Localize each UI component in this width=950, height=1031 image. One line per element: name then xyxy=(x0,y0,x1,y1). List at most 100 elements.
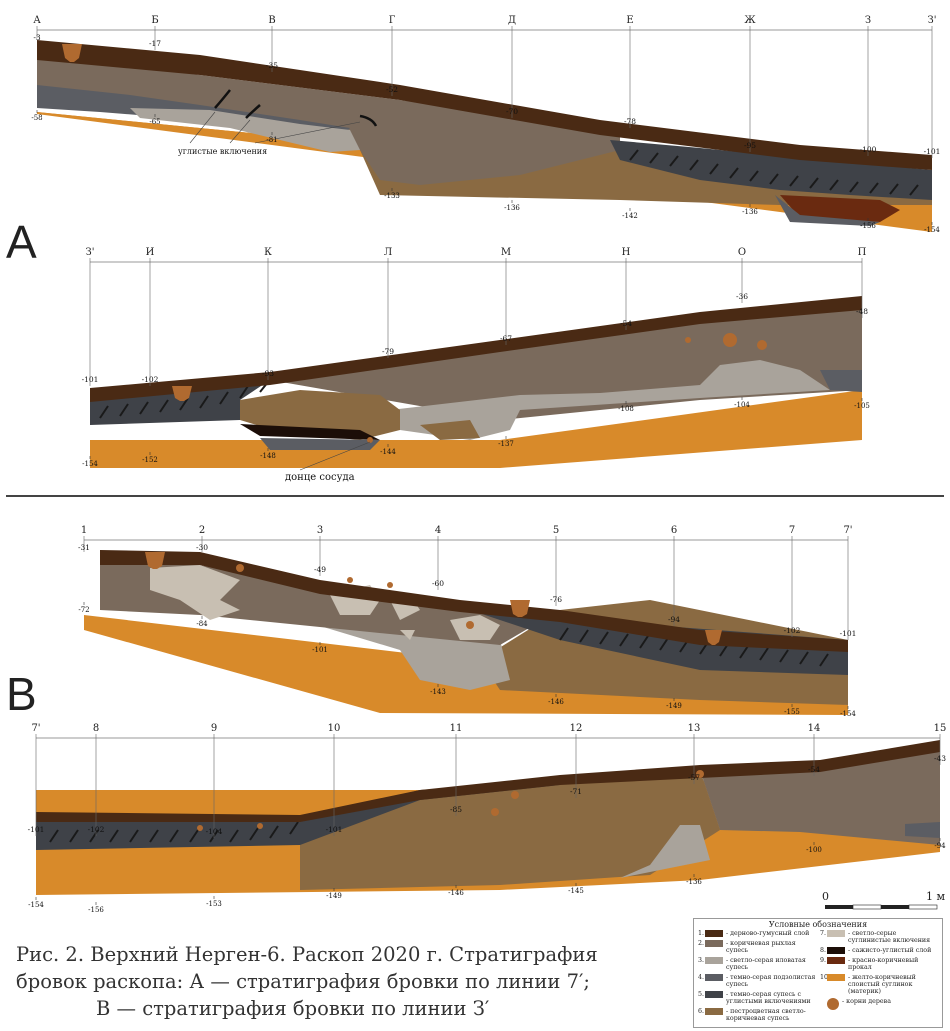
station-label: 6 xyxy=(671,525,677,536)
bottom-depth-label: -136 xyxy=(686,878,702,886)
bottom-depth-label: -137 xyxy=(498,440,514,448)
station-label: П xyxy=(858,247,867,258)
bottom-depth-label: -155 xyxy=(784,708,800,716)
top-depth-label: -30 xyxy=(196,543,208,552)
legend-column-right: 7. - светло-серые суглинистые включения 8.… xyxy=(820,930,938,1025)
top-depth-label: -35 xyxy=(266,61,278,70)
station-label: Г xyxy=(389,15,396,26)
section-b2: 7' -101 -154 8 -102 -156 9 -104 -153 10 -101 -149 11… xyxy=(28,723,947,914)
legend-number: 9. xyxy=(820,957,827,964)
legend-swatch xyxy=(705,991,723,998)
bottom-depth-label: -144 xyxy=(380,448,396,456)
legend-number: 5. xyxy=(698,991,705,998)
bottom-depth-label: -149 xyxy=(666,702,682,710)
station-label: 5 xyxy=(553,525,559,536)
legend-item: 8. - сажисто-углистый слой xyxy=(820,947,938,954)
top-depth-label: -78 xyxy=(624,117,636,126)
bottom-depth-label: -153 xyxy=(206,900,222,908)
top-depth-label: -31 xyxy=(78,543,90,552)
bottom-depth-label: -145 xyxy=(568,887,584,895)
bottom-depth-label: -148 xyxy=(260,452,276,460)
top-depth-label: -102 xyxy=(142,375,159,384)
bottom-depth-label: -154 xyxy=(82,460,98,468)
bottom-depth-label: -154 xyxy=(840,710,856,718)
layer-8-soot xyxy=(240,424,380,440)
legend-number: 4. xyxy=(698,974,705,981)
bottom-depth-label: -152 xyxy=(142,456,158,464)
caption-line-2: бровок раскопа: А — стратиграфия бровки … xyxy=(16,970,591,993)
layer-5-charcoal xyxy=(90,380,270,425)
top-depth-label: -101 xyxy=(82,375,99,384)
bottom-depth-label: -133 xyxy=(384,192,400,200)
bottom-depth-label: -81 xyxy=(266,136,277,144)
bottom-depth-label: -72 xyxy=(78,606,89,614)
top-depth-label: -102 xyxy=(88,825,105,834)
top-depth-label: -3 xyxy=(33,33,41,42)
legend-item: 1. - дерново-гумусный слой xyxy=(698,930,816,937)
legend-number: 10. xyxy=(820,974,831,981)
legend-item: 10. - желто-коричневый слоистый суглинок … xyxy=(820,974,938,995)
legend-label: - коричневая рыхлая супесь xyxy=(726,940,796,954)
top-depth-label: -67 xyxy=(500,334,512,343)
top-depth-label: -76 xyxy=(550,595,562,604)
top-depth-label: -101 xyxy=(326,825,343,834)
legend-label: - желто-коричневый слоистый суглинок (ма… xyxy=(848,974,916,995)
station-label: 10 xyxy=(328,723,341,734)
legend-label: - сажисто-углистый слой xyxy=(848,947,932,954)
legend-label: - красно-коричневый прокал xyxy=(848,957,919,971)
bottom-depth-label: -100 xyxy=(806,846,822,854)
top-depth-label: -60 xyxy=(432,579,444,588)
station-label: 7' xyxy=(843,525,852,536)
bottom-depth-label: -146 xyxy=(448,889,464,897)
legend-item: 9. - красно-коричневый прокал xyxy=(820,957,938,971)
station-label: 12 xyxy=(570,723,583,734)
station-label: Л xyxy=(384,247,392,258)
legend-swatch xyxy=(827,998,839,1010)
top-depth-label: -95 xyxy=(744,141,756,150)
legend-swatch xyxy=(827,974,845,981)
station-label: Д xyxy=(508,15,516,26)
top-depth-label: -54 xyxy=(620,319,632,328)
station-label: 1 xyxy=(81,525,87,536)
section-b1: 1 -31 -72 2 -30 -84 3 -49 -101 4 -60 -143 5 -76 -146 6 -… xyxy=(78,525,856,718)
tree-root-icon xyxy=(145,552,165,569)
layer-1-humus xyxy=(36,740,940,822)
bottom-depth-label: -156 xyxy=(860,222,876,230)
layer-2-brown xyxy=(37,52,620,185)
legend-column-left: 1. - дерново-гумусный слой 2. - коричневая … xyxy=(698,930,816,1025)
station-label: К xyxy=(264,247,272,258)
station-label: 14 xyxy=(808,723,821,734)
station-label: Б xyxy=(151,15,158,26)
layer-1-humus xyxy=(37,40,932,170)
top-depth-label: -102 xyxy=(784,626,801,635)
bottom-depth-label: -143 xyxy=(430,688,446,696)
legend-swatch xyxy=(827,947,845,954)
layer-3-light-gray xyxy=(130,108,360,152)
top-depth-label: -93 xyxy=(262,369,274,378)
station-label: М xyxy=(501,247,511,258)
station-label: Е xyxy=(626,15,633,26)
legend-label: - пестроцветная светло-коричневая супесь xyxy=(726,1008,806,1022)
figure-caption: Рис. 2. Верхний Нерген-6. Раскоп 2020 г.… xyxy=(16,941,676,1022)
legend-item: 5. - темно-серая супесь с углистыми включ… xyxy=(698,991,816,1005)
layer-1-humus xyxy=(90,296,862,402)
caption-line-1: Рис. 2. Верхний Нерген-6. Раскоп 2020 г.… xyxy=(16,943,598,966)
legend-swatch xyxy=(705,957,723,964)
layer-4-dark-gray xyxy=(820,370,862,392)
scale-end: 1 м xyxy=(926,890,945,903)
legend-number: 1. xyxy=(698,930,705,937)
station-label: 3 xyxy=(317,525,323,536)
top-depth-label: -100 xyxy=(860,145,877,154)
scale-start: 0 xyxy=(822,890,829,903)
layer-3-light-gray xyxy=(390,360,830,440)
legend-swatch xyxy=(827,930,845,937)
legend-item: 4. - темно-серая подзолистая супесь xyxy=(698,974,816,988)
station-label: 11 xyxy=(450,723,463,734)
top-depth-label: -36 xyxy=(736,292,748,301)
station-label: 7 xyxy=(789,525,795,536)
top-depth-label: -70 xyxy=(506,107,518,116)
station-label: З xyxy=(865,15,871,26)
annotation-vessel-bottom: донце сосуда xyxy=(285,472,355,483)
station-label: З' xyxy=(86,247,95,258)
